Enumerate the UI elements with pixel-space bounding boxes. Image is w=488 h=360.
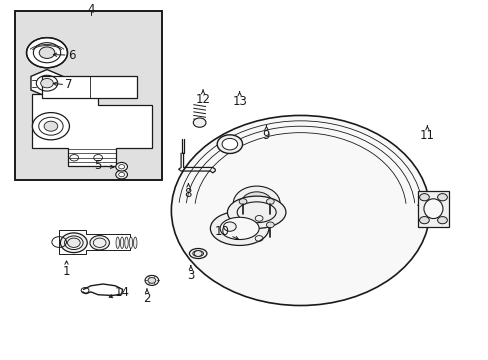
Text: 6: 6 <box>53 49 75 62</box>
Circle shape <box>266 222 274 228</box>
Text: 3: 3 <box>187 266 194 282</box>
Circle shape <box>419 194 428 201</box>
Circle shape <box>67 238 80 247</box>
Ellipse shape <box>61 233 87 253</box>
Circle shape <box>239 199 246 204</box>
Circle shape <box>116 162 127 171</box>
Ellipse shape <box>133 237 137 248</box>
Circle shape <box>223 222 236 231</box>
Circle shape <box>26 38 67 68</box>
Circle shape <box>148 278 156 283</box>
Circle shape <box>119 165 124 169</box>
Text: 5: 5 <box>94 159 114 172</box>
Circle shape <box>119 172 124 177</box>
Text: 9: 9 <box>262 126 270 142</box>
Ellipse shape <box>423 199 442 219</box>
Circle shape <box>266 199 274 204</box>
Ellipse shape <box>210 211 268 246</box>
Polygon shape <box>417 191 448 226</box>
Circle shape <box>116 170 127 179</box>
Circle shape <box>241 192 272 215</box>
Ellipse shape <box>189 248 206 258</box>
Text: 2: 2 <box>143 289 150 305</box>
Ellipse shape <box>192 251 203 256</box>
Ellipse shape <box>220 217 259 239</box>
Bar <box>42 76 137 98</box>
Polygon shape <box>32 94 152 166</box>
Text: 7: 7 <box>53 78 73 91</box>
Text: 4: 4 <box>87 3 95 16</box>
Text: 13: 13 <box>232 92 246 108</box>
Circle shape <box>437 194 447 201</box>
Ellipse shape <box>124 237 128 248</box>
Circle shape <box>193 118 205 127</box>
Ellipse shape <box>116 237 119 248</box>
Circle shape <box>44 121 58 131</box>
Text: 10: 10 <box>215 225 238 239</box>
Circle shape <box>145 275 158 285</box>
Circle shape <box>41 78 53 88</box>
Ellipse shape <box>129 237 132 248</box>
Ellipse shape <box>227 196 285 228</box>
Text: 11: 11 <box>419 126 434 142</box>
Circle shape <box>171 116 429 306</box>
Circle shape <box>222 138 237 150</box>
Circle shape <box>39 47 55 58</box>
Circle shape <box>437 217 447 224</box>
Text: 12: 12 <box>195 90 210 106</box>
Circle shape <box>419 217 428 224</box>
Circle shape <box>233 186 280 221</box>
Bar <box>15 12 161 180</box>
Ellipse shape <box>120 237 123 248</box>
Polygon shape <box>31 69 63 97</box>
Circle shape <box>217 135 242 153</box>
Text: 1: 1 <box>62 261 70 278</box>
Circle shape <box>32 113 69 140</box>
Text: 8: 8 <box>184 184 192 200</box>
Circle shape <box>194 251 202 256</box>
Ellipse shape <box>90 235 109 250</box>
Text: 14: 14 <box>109 287 130 300</box>
Ellipse shape <box>237 202 276 223</box>
Bar <box>15 12 161 180</box>
